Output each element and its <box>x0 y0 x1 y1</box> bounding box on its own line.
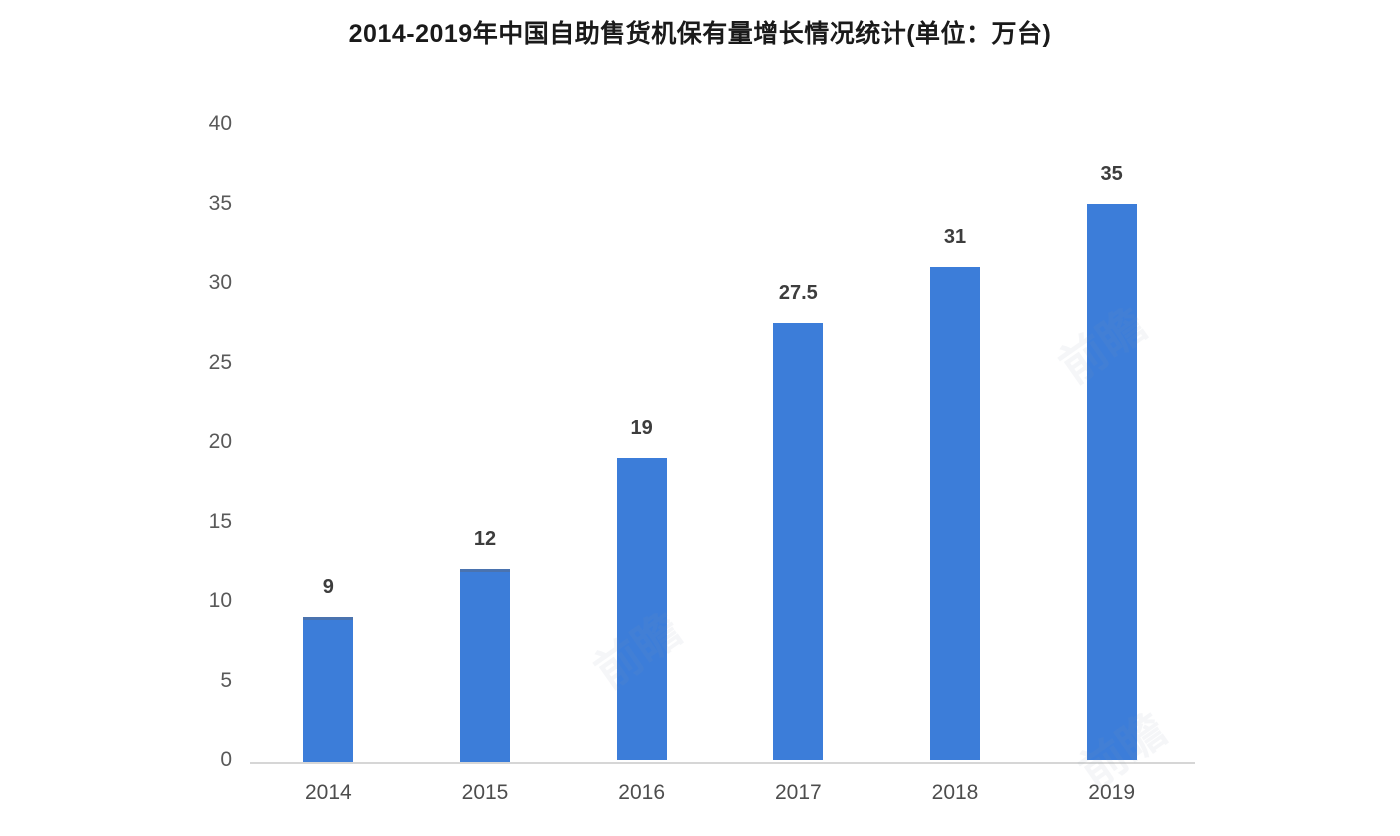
value-label-2014: 9 <box>322 575 334 598</box>
bar-2015 <box>460 569 510 763</box>
x-tick-label-2014: 2014 <box>304 781 352 804</box>
value-label-2017: 27.5 <box>778 281 818 304</box>
bar-2016 <box>616 457 667 760</box>
bar-2019 <box>1086 203 1137 760</box>
y-tick-label: 20 <box>208 430 232 453</box>
y-tick-label: 30 <box>208 271 232 294</box>
x-axis-line <box>250 762 1195 764</box>
y-tick-label: 25 <box>208 350 232 374</box>
chart-title: 2014-2019年中国自助售货机保有量增长情况统计(单位：万台) <box>348 20 1052 48</box>
y-tick-label: 35 <box>208 191 232 215</box>
value-label-2016: 19 <box>630 416 653 439</box>
value-label-2015: 12 <box>473 528 497 551</box>
bar-2017 <box>773 322 824 760</box>
y-tick-label: 40 <box>208 112 232 135</box>
x-tick-label-2019: 2019 <box>1088 781 1136 804</box>
bar-2018 <box>930 267 980 760</box>
x-tick-label-2016: 2016 <box>618 781 666 804</box>
x-tick-label-2017: 2017 <box>774 781 822 804</box>
y-tick-label: 10 <box>208 589 232 612</box>
bar-2014 <box>303 616 354 763</box>
y-tick-label: 0 <box>220 748 232 771</box>
value-label-2019: 35 <box>1100 162 1123 185</box>
x-tick-label-2015: 2015 <box>461 781 509 804</box>
y-tick-label: 15 <box>208 509 232 533</box>
y-tick-label: 5 <box>220 668 232 692</box>
value-label-2018: 31 <box>943 226 967 249</box>
x-tick-label-2018: 2018 <box>931 781 979 804</box>
